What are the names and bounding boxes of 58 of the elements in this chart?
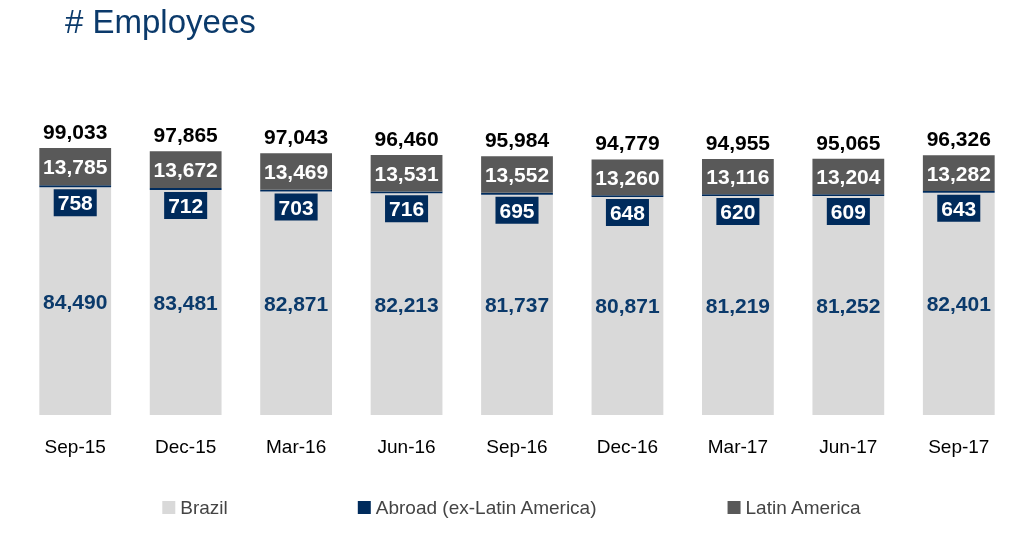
data-label: 13,116 — [706, 165, 770, 189]
data-label: 13,531 — [374, 161, 439, 185]
x-tick-label: Dec-15 — [155, 436, 217, 457]
total-label: 95,984 — [484, 128, 550, 152]
data-label: 83,481 — [153, 290, 219, 314]
chart-title: # Employees — [65, 3, 256, 40]
bar — [591, 196, 664, 415]
data-label: 712 — [168, 193, 204, 217]
total-label: 99,033 — [43, 120, 108, 143]
total-label: 97,043 — [263, 125, 329, 149]
data-label: 84,490 — [43, 289, 108, 313]
x-tick-label: Sep-17 — [928, 436, 990, 457]
bar — [260, 191, 333, 415]
total-label: 96,460 — [374, 126, 439, 150]
data-label: 758 — [57, 191, 94, 215]
x-tick-label: Sep-15 — [44, 436, 106, 457]
bar — [481, 194, 553, 415]
data-label: 13,672 — [153, 158, 218, 182]
data-label: 81,737 — [484, 293, 550, 317]
bar — [370, 193, 443, 415]
total-label: 95,065 — [816, 130, 881, 154]
x-tick-label: Mar-17 — [707, 436, 768, 457]
data-label: 80,871 — [595, 294, 660, 318]
data-label: 13,785 — [43, 155, 108, 179]
legend-label: Abroad (ex-Latin America) — [375, 497, 597, 518]
data-label: 13,469 — [263, 160, 329, 184]
data-label: 13,552 — [484, 162, 550, 186]
data-label: 81,219 — [705, 294, 771, 318]
bar — [812, 195, 885, 415]
data-label: 643 — [941, 196, 977, 220]
data-label: 82,213 — [374, 292, 439, 316]
data-label: 695 — [499, 198, 535, 222]
x-tick-label: Mar-16 — [266, 436, 327, 457]
legend-label: Brazil — [180, 497, 228, 518]
total-label: 97,865 — [153, 123, 219, 147]
data-label: 648 — [609, 200, 646, 224]
x-tick-label: Jun-17 — [819, 436, 878, 457]
data-label: 609 — [830, 199, 866, 223]
data-label: 716 — [389, 197, 425, 221]
bar — [149, 189, 222, 415]
data-label: 620 — [720, 200, 756, 224]
x-tick-label: Dec-16 — [596, 436, 659, 457]
bar — [701, 196, 774, 415]
legend-label: Latin America — [745, 497, 862, 518]
data-label: 82,871 — [263, 291, 329, 315]
x-tick-label: Jun-16 — [377, 436, 436, 457]
x-tick-label: Sep-16 — [486, 436, 548, 457]
bar — [922, 192, 995, 415]
data-label: 13,204 — [816, 165, 881, 188]
data-label: 703 — [278, 195, 314, 219]
data-label: 13,260 — [595, 165, 660, 189]
total-label: 94,779 — [595, 131, 660, 155]
data-label: 82,401 — [926, 292, 992, 316]
data-label: 13,282 — [926, 161, 991, 185]
total-label: 96,326 — [926, 127, 991, 151]
bar — [39, 187, 112, 415]
total-label: 94,955 — [705, 130, 771, 154]
data-label: 81,252 — [816, 293, 881, 317]
